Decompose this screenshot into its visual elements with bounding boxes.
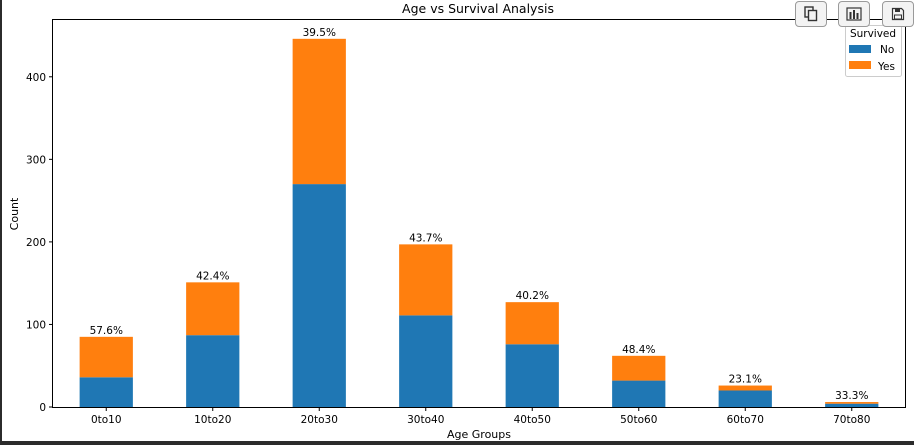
save-button[interactable] (882, 1, 914, 27)
legend-label-yes: Yes (877, 61, 895, 73)
y-axis-label: Count (8, 197, 21, 230)
x-tick-label: 60to70 (727, 414, 764, 426)
bar-no-20to30 (292, 184, 346, 407)
bar-percent-label: 39.5% (303, 27, 336, 39)
bar-yes-40to50 (505, 302, 559, 345)
copy-icon (804, 6, 818, 22)
bar-percent-label: 40.2% (516, 290, 549, 302)
x-axis-label: Age Groups (447, 428, 511, 441)
bar-percent-label: 33.3% (835, 390, 868, 402)
plot-frame (52, 19, 906, 408)
window-bottom-border (0, 441, 914, 445)
y-tick-label: 400 (26, 72, 46, 84)
bar-yes-10to20 (186, 282, 240, 336)
bar-yes-20to30 (292, 38, 346, 185)
bar-chart-icon (846, 7, 862, 21)
window-left-border (0, 0, 2, 445)
bar-chart-button[interactable] (838, 1, 870, 27)
plot-area: 0 100 200 300 400 57.6% 0to10 42.4% 10to20 39.5% 2… (26, 27, 879, 426)
bar-yes-60to70 (718, 385, 772, 391)
copy-button[interactable] (795, 1, 827, 27)
y-tick-label: 100 (26, 319, 46, 331)
legend-swatch-no (849, 45, 871, 53)
x-tick-label: 10to20 (194, 414, 231, 426)
y-tick-label: 0 (39, 402, 46, 414)
chart-title: Age vs Survival Analysis (402, 1, 554, 16)
y-tick-label: 300 (26, 154, 46, 166)
bar-yes-50to60 (612, 355, 666, 381)
x-tick-label: 20to30 (301, 414, 338, 426)
bar-yes-30to40 (399, 244, 453, 316)
x-tick-label: 0to10 (91, 414, 122, 426)
bar-percent-label: 43.7% (409, 232, 442, 244)
bar-percent-label: 48.4% (622, 344, 655, 356)
x-tick-label: 50to60 (620, 414, 657, 426)
bar-no-0to10 (79, 377, 133, 407)
bar-no-50to60 (612, 380, 666, 407)
x-tick-label: 40to50 (514, 414, 551, 426)
save-icon (891, 7, 905, 21)
bar-yes-70to80 (825, 402, 879, 404)
x-tick-label: 30to40 (407, 414, 444, 426)
legend: Survived No Yes (845, 25, 902, 77)
bar-yes-0to10 (79, 336, 133, 378)
bar-percent-label: 42.4% (196, 270, 229, 282)
bar-no-60to70 (718, 390, 772, 407)
legend-label-no: No (880, 44, 894, 56)
bar-no-10to20 (186, 335, 240, 407)
legend-title: Survived (850, 28, 896, 40)
bar-no-70to80 (825, 403, 879, 407)
bar-percent-label: 57.6% (90, 325, 123, 337)
x-tick-label: 70to80 (833, 414, 870, 426)
legend-swatch-yes (849, 61, 871, 69)
bar-no-30to40 (399, 315, 453, 407)
bar-percent-label: 23.1% (729, 374, 762, 386)
bar-no-40to50 (505, 344, 559, 407)
y-tick-label: 200 (26, 237, 46, 249)
